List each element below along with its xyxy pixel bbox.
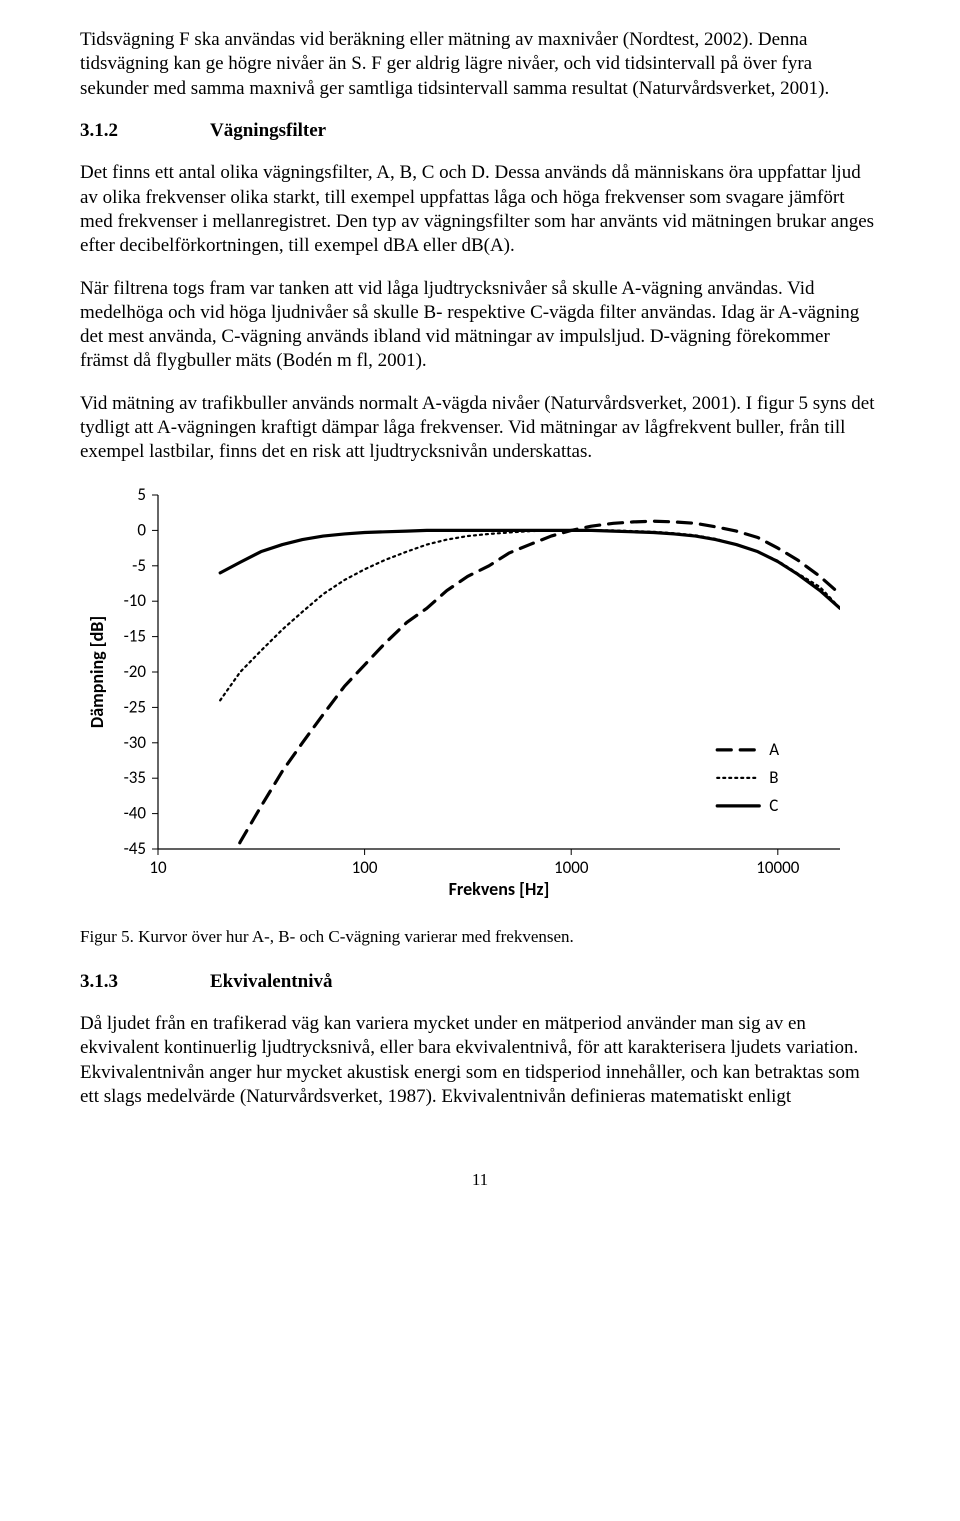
section-heading-3-1-3: 3.1.3 Ekvivalentnivå: [80, 970, 880, 994]
page-number: 11: [80, 1169, 880, 1191]
section-number: 3.1.2: [80, 119, 210, 143]
section-title: Ekvivalentnivå: [210, 970, 880, 994]
svg-text:B: B: [769, 767, 778, 788]
svg-text:C: C: [769, 795, 778, 816]
svg-text:-25: -25: [124, 696, 146, 717]
paragraph: Det finns ett antal olika vägningsfilter…: [80, 161, 880, 258]
svg-text:100: 100: [352, 857, 378, 878]
figure-caption: Figur 5. Kurvor över hur A-, B- och C-vä…: [80, 926, 880, 948]
svg-text:-20: -20: [124, 661, 147, 682]
svg-text:0: 0: [137, 519, 146, 540]
section-heading-3-1-2: 3.1.2 Vägningsfilter: [80, 119, 880, 143]
svg-text:-35: -35: [124, 767, 146, 788]
svg-text:A: A: [769, 739, 779, 760]
section-title: Vägningsfilter: [210, 119, 880, 143]
section-number: 3.1.3: [80, 970, 210, 994]
paragraph: När filtrena togs fram var tanken att vi…: [80, 277, 880, 374]
svg-text:-10: -10: [124, 590, 147, 611]
svg-text:-5: -5: [132, 554, 146, 575]
svg-text:-45: -45: [124, 838, 146, 859]
svg-text:Dämpning [dB]: Dämpning [dB]: [86, 616, 108, 728]
svg-text:10000: 10000: [756, 857, 799, 878]
svg-text:5: 5: [137, 485, 146, 505]
svg-text:-15: -15: [124, 625, 146, 646]
svg-text:-30: -30: [124, 731, 147, 752]
svg-text:10: 10: [149, 857, 167, 878]
paragraph: Vid mätning av trafikbuller används norm…: [80, 392, 880, 465]
svg-text:-40: -40: [124, 802, 147, 823]
paragraph: Tidsvägning F ska användas vid beräkning…: [80, 28, 880, 101]
svg-text:1000: 1000: [554, 857, 589, 878]
weighting-filter-chart: -45 -40 -35 -30 -25 -20 -15 -10 -5 0 5 Dämpning [dB…: [80, 485, 880, 912]
paragraph: Då ljudet från en trafikerad väg kan var…: [80, 1012, 880, 1109]
svg-text:Frekvens [Hz]: Frekvens [Hz]: [449, 878, 550, 900]
